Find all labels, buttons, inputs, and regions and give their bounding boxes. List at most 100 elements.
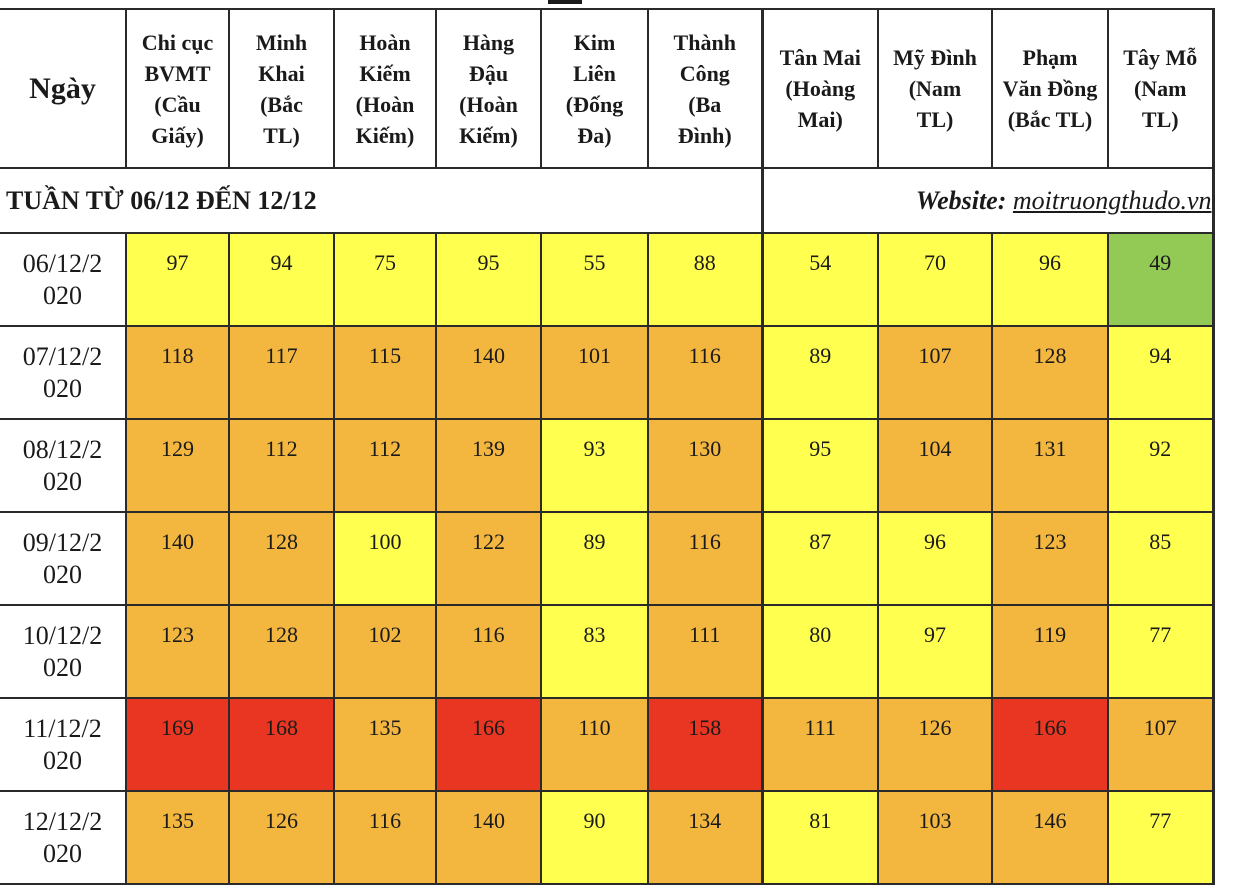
station-header-line: Kiếm) (355, 122, 415, 148)
table-row: 07/12/2 020 118 117 115 140 101 116 89 107 128 94 (0, 325, 1215, 420)
aqi-value-cell: 122 (435, 511, 542, 606)
station-header-line: (Bắc (260, 91, 303, 117)
date-cell-line: 020 (43, 745, 82, 775)
website-cell: Website: moitruongthudo.vn (760, 167, 1215, 234)
aqi-value-cell: 140 (125, 511, 230, 606)
date-cell-line: 09/12/2 (22, 527, 103, 557)
aqi-value-cell: 55 (540, 232, 649, 327)
station-header-line: Đậu (468, 60, 509, 86)
station-header-line: (Nam (908, 76, 962, 101)
station-header: Thành Công (Ba Đình) (647, 8, 763, 169)
table-row: 10/12/2 020 123 128 102 116 83 111 80 97 119 77 (0, 604, 1215, 699)
aqi-value-cell: 111 (647, 604, 763, 699)
aqi-value-cell: 93 (540, 418, 649, 513)
aqi-value-cell: 70 (877, 232, 993, 327)
aqi-value-cell: 94 (228, 232, 335, 327)
station-header: Hoàn Kiếm (Hoàn Kiếm) (333, 8, 437, 169)
aqi-value-cell: 80 (760, 604, 879, 699)
aqi-value-cell: 126 (877, 697, 993, 792)
station-header: Phạm Văn Đồng (Bắc TL) (991, 8, 1109, 169)
date-cell: 09/12/2 020 (0, 511, 127, 606)
station-header-line: TL) (1141, 107, 1179, 132)
aqi-value-cell: 158 (647, 697, 763, 792)
aqi-value-cell: 96 (991, 232, 1109, 327)
aqi-value-cell: 134 (647, 790, 763, 885)
aqi-value-cell: 119 (991, 604, 1109, 699)
aqi-value-cell: 97 (877, 604, 993, 699)
aqi-value-cell: 100 (333, 511, 437, 606)
aqi-value-cell: 92 (1107, 418, 1215, 513)
aqi-value-cell: 101 (540, 325, 649, 420)
station-header-line: Liên (573, 60, 616, 86)
station-header-line: (Cầu (154, 91, 201, 117)
aqi-value-cell: 146 (991, 790, 1109, 885)
station-header-line: Minh (255, 29, 308, 55)
station-header-line: (Hoàn (355, 91, 415, 117)
aqi-value-cell: 89 (540, 511, 649, 606)
station-header-line: Giấy) (151, 122, 204, 148)
aqi-value-cell: 110 (540, 697, 649, 792)
aqi-value-cell: 135 (333, 697, 437, 792)
aqi-value-cell: 75 (333, 232, 437, 327)
date-cell-line: 12/12/2 (22, 806, 103, 836)
week-title: TUẦN TỪ 06/12 ĐẾN 12/12 (0, 167, 763, 234)
station-header-line: Công (679, 60, 730, 86)
aqi-value-cell: 88 (647, 232, 763, 327)
station-header: Tây Mỗ (Nam TL) (1107, 8, 1215, 169)
date-cell: 06/12/2 020 (0, 232, 127, 327)
aqi-value-cell: 95 (760, 418, 879, 513)
table-row: 12/12/2 020 135 126 116 140 90 134 81 103 146 77 (0, 790, 1215, 885)
station-header-line: (Nam (1133, 76, 1187, 101)
aqi-value-cell: 128 (228, 604, 335, 699)
aqi-value-cell: 169 (125, 697, 230, 792)
aqi-value-cell: 107 (1107, 697, 1215, 792)
station-header: Tân Mai (Hoàng Mai) (760, 8, 879, 169)
station-header-line: Mỹ Đình (893, 45, 977, 70)
date-cell-line: 07/12/2 (22, 341, 103, 371)
station-header-line: Đình) (677, 122, 732, 148)
header-row: Ngày Chi cục BVMT (Cầu Giấy) Minh Khai (Bắc TL… (0, 8, 1215, 169)
aqi-value-cell: 129 (125, 418, 230, 513)
station-header-line: (Bắc TL) (1007, 107, 1093, 132)
website-label: Website: (915, 185, 1007, 215)
week-row: TUẦN TỪ 06/12 ĐẾN 12/12 Website: moitruo… (0, 167, 1215, 234)
top-marker (548, 0, 582, 4)
table-row: 09/12/2 020 140 128 100 122 89 116 87 96 123 85 (0, 511, 1215, 606)
aqi-value-cell: 49 (1107, 232, 1215, 327)
aqi-value-cell: 81 (760, 790, 879, 885)
aqi-value-cell: 140 (435, 790, 542, 885)
station-header: Hàng Đậu (Hoàn Kiếm) (435, 8, 542, 169)
aqi-value-cell: 116 (435, 604, 542, 699)
station-header-line: Tân Mai (779, 45, 861, 70)
station-header-line: Đa) (577, 122, 612, 148)
aqi-value-cell: 90 (540, 790, 649, 885)
aqi-value-cell: 103 (877, 790, 993, 885)
aqi-value-cell: 128 (991, 325, 1109, 420)
aqi-value-cell: 116 (647, 325, 763, 420)
aqi-value-cell: 116 (647, 511, 763, 606)
station-header-line: (Ba (688, 91, 722, 117)
aqi-value-cell: 102 (333, 604, 437, 699)
aqi-value-cell: 166 (435, 697, 542, 792)
aqi-value-cell: 115 (333, 325, 437, 420)
aqi-value-cell: 126 (228, 790, 335, 885)
aqi-value-cell: 168 (228, 697, 335, 792)
date-cell-line: 08/12/2 (22, 434, 103, 464)
table-row: 11/12/2 020 169 168 135 166 110 158 111 126 166 107 (0, 697, 1215, 792)
date-cell-line: 06/12/2 (22, 248, 103, 278)
date-cell-line: 020 (43, 280, 82, 310)
aqi-value-cell: 95 (435, 232, 542, 327)
station-header-line: TL) (916, 107, 954, 132)
aqi-value-cell: 135 (125, 790, 230, 885)
website-link[interactable]: moitruongthudo.vn (1012, 185, 1212, 215)
aqi-value-cell: 85 (1107, 511, 1215, 606)
station-header-line: Kiếm (359, 60, 411, 86)
aqi-value-cell: 118 (125, 325, 230, 420)
date-cell: 07/12/2 020 (0, 325, 127, 420)
station-header: Minh Khai (Bắc TL) (228, 8, 335, 169)
aqi-value-cell: 111 (760, 697, 879, 792)
aqi-value-cell: 166 (991, 697, 1109, 792)
aqi-value-cell: 139 (435, 418, 542, 513)
aqi-value-cell: 104 (877, 418, 993, 513)
date-cell-line: 020 (43, 652, 82, 682)
